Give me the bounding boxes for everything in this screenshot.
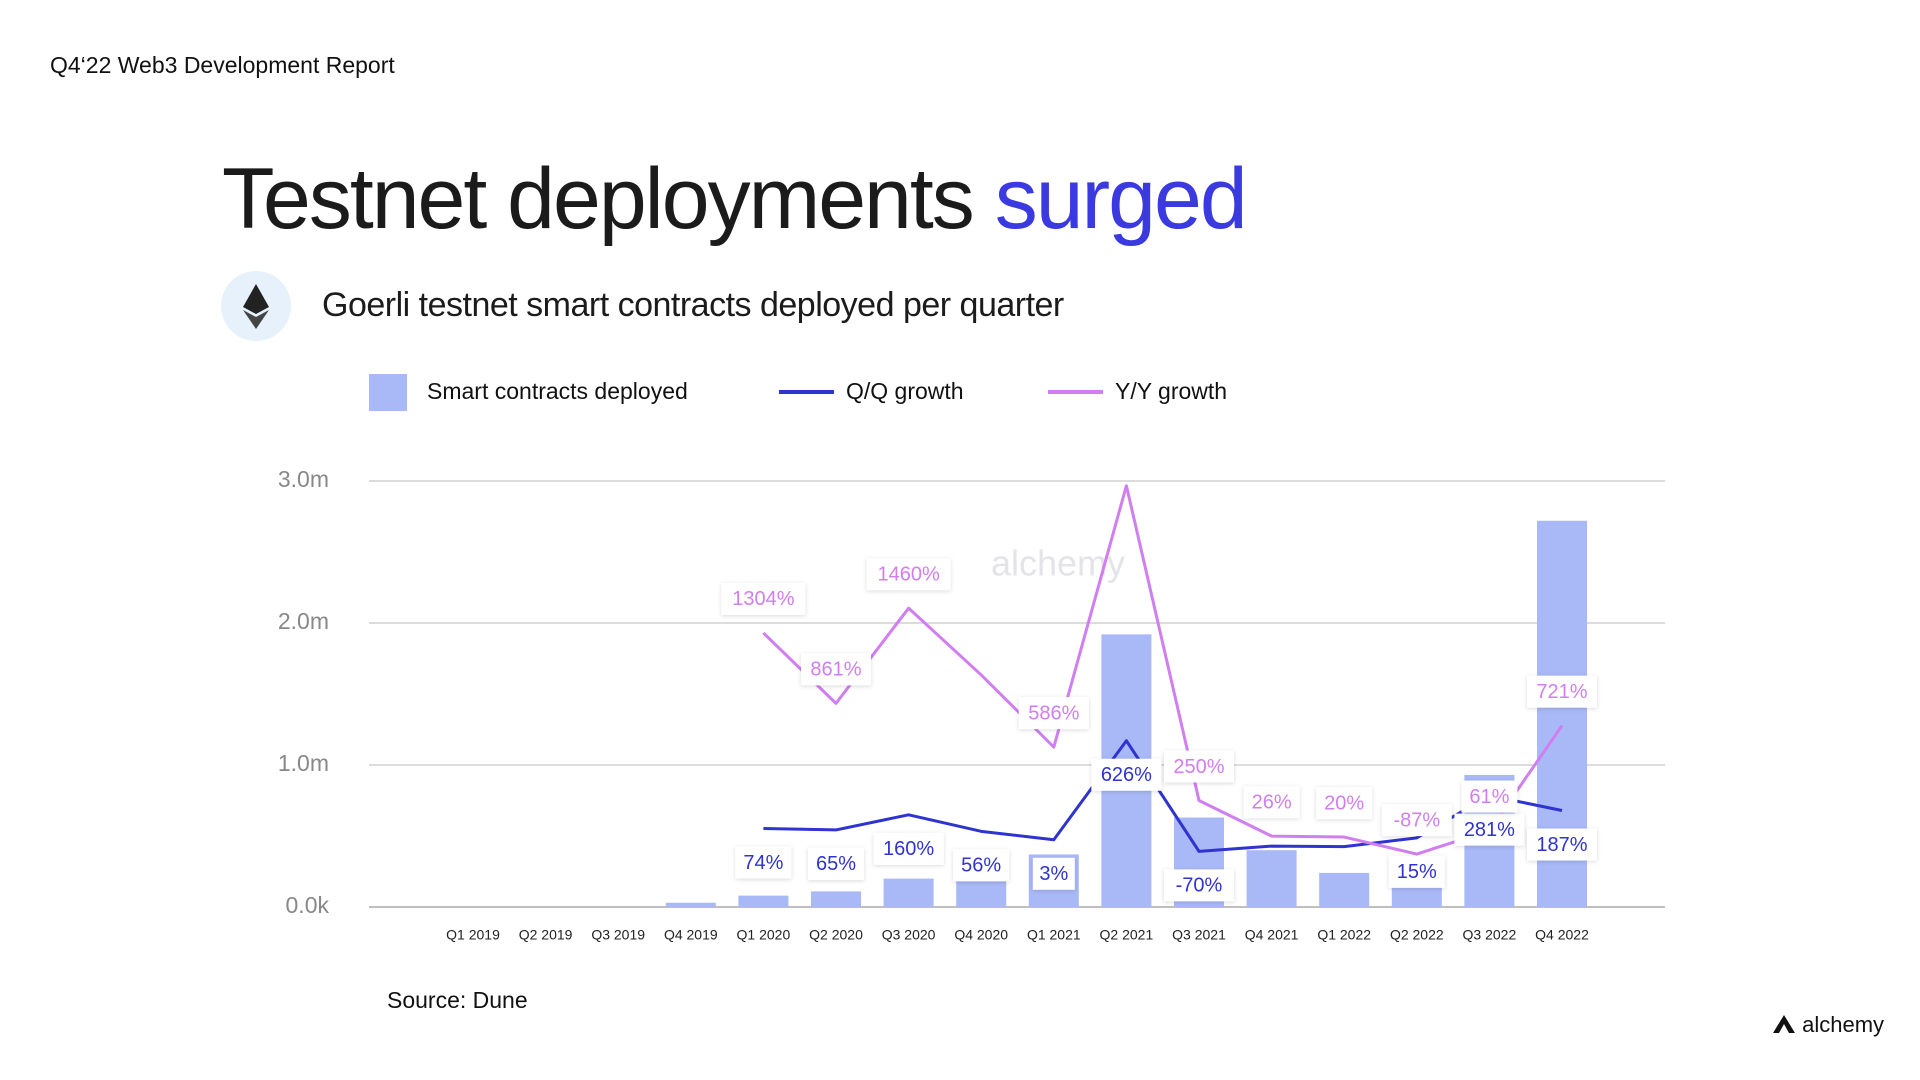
x-tick-label: Q1 2019 (446, 927, 500, 943)
data-label: 1460% (877, 563, 939, 585)
x-tick-label: Q2 2021 (1100, 927, 1154, 943)
bar (1246, 850, 1297, 907)
data-label: 3% (1039, 863, 1068, 885)
bar (665, 902, 716, 907)
x-tick-label: Q3 2022 (1463, 927, 1517, 943)
eth-icon (221, 271, 291, 341)
title-wrap: Testnet deployments surged (222, 150, 1248, 249)
logo-mark (1773, 1015, 1795, 1033)
data-label: 56% (961, 855, 1001, 877)
data-label-box (1388, 855, 1445, 888)
x-tick-label: Q4 2022 (1535, 927, 1589, 943)
source: Source: Dune (387, 987, 528, 1013)
bar (1319, 872, 1370, 907)
data-label: 20% (1324, 792, 1364, 814)
data-label: 187% (1536, 834, 1587, 856)
legend-label: Q/Q growth (846, 378, 964, 404)
x-tick-label: Q2 2022 (1390, 927, 1444, 943)
data-label-box (1243, 786, 1300, 819)
data-label: -87% (1393, 809, 1440, 831)
data-label-box (721, 582, 806, 615)
data-label: 61% (1469, 786, 1509, 808)
data-label: 721% (1536, 681, 1587, 703)
data-label: 15% (1397, 861, 1437, 883)
data-label-box (808, 847, 864, 880)
legend-swatch (369, 374, 407, 411)
data-label-box (1454, 813, 1525, 846)
x-tick-label: Q2 2020 (809, 927, 863, 943)
data-label-box (866, 558, 951, 591)
data-label: 65% (816, 853, 856, 875)
subtitle: Goerli testnet smart contracts deployed … (322, 286, 1064, 324)
y-tick-label: 0.0k (286, 892, 330, 918)
data-label-box (873, 832, 944, 865)
title-highlight: surged (994, 151, 1248, 247)
data-label-box (953, 849, 1010, 882)
data-label: 281% (1464, 819, 1515, 841)
data-label: 861% (810, 659, 861, 681)
x-tick-label: Q3 2021 (1172, 927, 1226, 943)
bar (883, 878, 934, 907)
data-label: 1304% (732, 588, 794, 610)
bar (738, 895, 789, 907)
logo-text: alchemy (1802, 1012, 1885, 1037)
x-tick-label: Q1 2020 (737, 927, 791, 943)
x-tick-label: Q4 2021 (1245, 927, 1299, 943)
y-tick-label: 2.0m (278, 608, 329, 634)
data-label-box (1032, 857, 1075, 890)
report-label: Q4‘22 Web3 Development Report (50, 52, 395, 78)
x-tick-label: Q3 2019 (591, 927, 645, 943)
title: Testnet deployments (222, 151, 975, 247)
legend-label: Y/Y growth (1115, 378, 1227, 404)
data-label-box (1164, 869, 1234, 902)
data-label-box (1091, 758, 1162, 791)
data-label-box (1527, 675, 1597, 708)
x-tick-label: Q4 2020 (954, 927, 1008, 943)
x-tick-label: Q3 2020 (882, 927, 936, 943)
data-label-box (1381, 804, 1452, 837)
legend-label: Smart contracts deployed (427, 378, 688, 404)
y-tick-label: 3.0m (278, 466, 329, 492)
data-label: 626% (1101, 764, 1152, 786)
data-label: 160% (883, 838, 934, 860)
x-tick-label: Q1 2022 (1317, 927, 1371, 943)
x-tick-label: Q4 2019 (664, 927, 718, 943)
bar (811, 891, 861, 907)
data-label-box (1018, 697, 1089, 730)
x-tick-label: Q2 2019 (519, 927, 573, 943)
data-label-box (1527, 828, 1597, 861)
line (762, 484, 1564, 856)
data-label: 74% (743, 852, 783, 874)
data-label-box (735, 846, 792, 879)
data-label-box (1316, 787, 1373, 820)
x-tick-label: Q1 2021 (1027, 927, 1081, 943)
data-label: -70% (1176, 875, 1223, 897)
data-label: 26% (1252, 791, 1292, 813)
data-label: 586% (1028, 702, 1079, 724)
data-label-box (801, 653, 871, 686)
data-label-box (1164, 750, 1234, 783)
y-tick-label: 1.0m (278, 750, 329, 776)
logo: alchemy (1772, 1012, 1884, 1038)
data-label-box (1461, 780, 1518, 813)
data-label: 250% (1173, 756, 1224, 778)
